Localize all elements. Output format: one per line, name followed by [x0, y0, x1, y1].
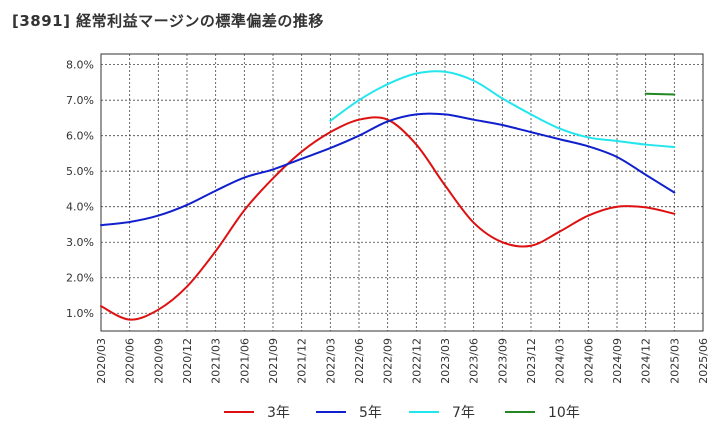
- x-tick-label: 2022/09: [382, 338, 395, 384]
- series-line-4: [644, 92, 676, 96]
- x-tick-label: 2022/06: [353, 338, 366, 384]
- y-tick-label: 5.0%: [66, 165, 94, 178]
- x-tick-label: 2021/09: [267, 338, 280, 384]
- x-tick-label: 2024/03: [554, 338, 567, 384]
- y-tick-label: 8.0%: [66, 59, 94, 72]
- x-tick-label: 2024/12: [640, 338, 653, 384]
- legend-label-4: 10年: [548, 405, 580, 421]
- y-tick-label: 6.0%: [66, 130, 94, 143]
- series-line-3: [329, 70, 676, 149]
- y-tick-label: 3.0%: [66, 236, 94, 249]
- y-tick-label: 2.0%: [66, 272, 94, 285]
- x-tick-label: 2022/03: [324, 338, 337, 384]
- x-tick-label: 2020/09: [152, 338, 165, 384]
- x-tick-label: 2020/06: [124, 338, 137, 384]
- x-tick-label: 2022/12: [410, 338, 423, 384]
- x-tick-label: 2025/06: [697, 338, 710, 384]
- x-tick-label: 2023/09: [496, 338, 509, 384]
- legend-label-3: 7年: [452, 405, 475, 421]
- x-tick-label: 2023/03: [439, 338, 452, 384]
- x-tick-label: 2021/12: [296, 338, 309, 384]
- x-tick-label: 2023/06: [468, 338, 481, 384]
- y-tick-label: 4.0%: [66, 201, 94, 214]
- x-tick-label: 2021/03: [210, 338, 223, 384]
- series-line-1: [100, 116, 676, 321]
- x-tick-label: 2024/06: [582, 338, 595, 384]
- x-tick-label: 2020/12: [181, 338, 194, 384]
- x-tick-label: 2025/03: [668, 338, 681, 384]
- y-tick-label: 7.0%: [66, 94, 94, 107]
- legend-label-1: 3年: [267, 405, 290, 421]
- series-line-2: [100, 112, 676, 227]
- x-tick-label: 2024/09: [611, 338, 624, 384]
- x-tick-label: 2021/06: [238, 338, 251, 384]
- chart-title: [3891] 経常利益マージンの標準偏差の推移: [12, 12, 324, 30]
- x-tick-label: 2020/03: [95, 338, 108, 384]
- legend-label-2: 5年: [359, 405, 382, 421]
- x-tick-label: 2023/12: [525, 338, 538, 384]
- plot-frame: [100, 53, 704, 332]
- y-tick-label: 1.0%: [66, 307, 94, 320]
